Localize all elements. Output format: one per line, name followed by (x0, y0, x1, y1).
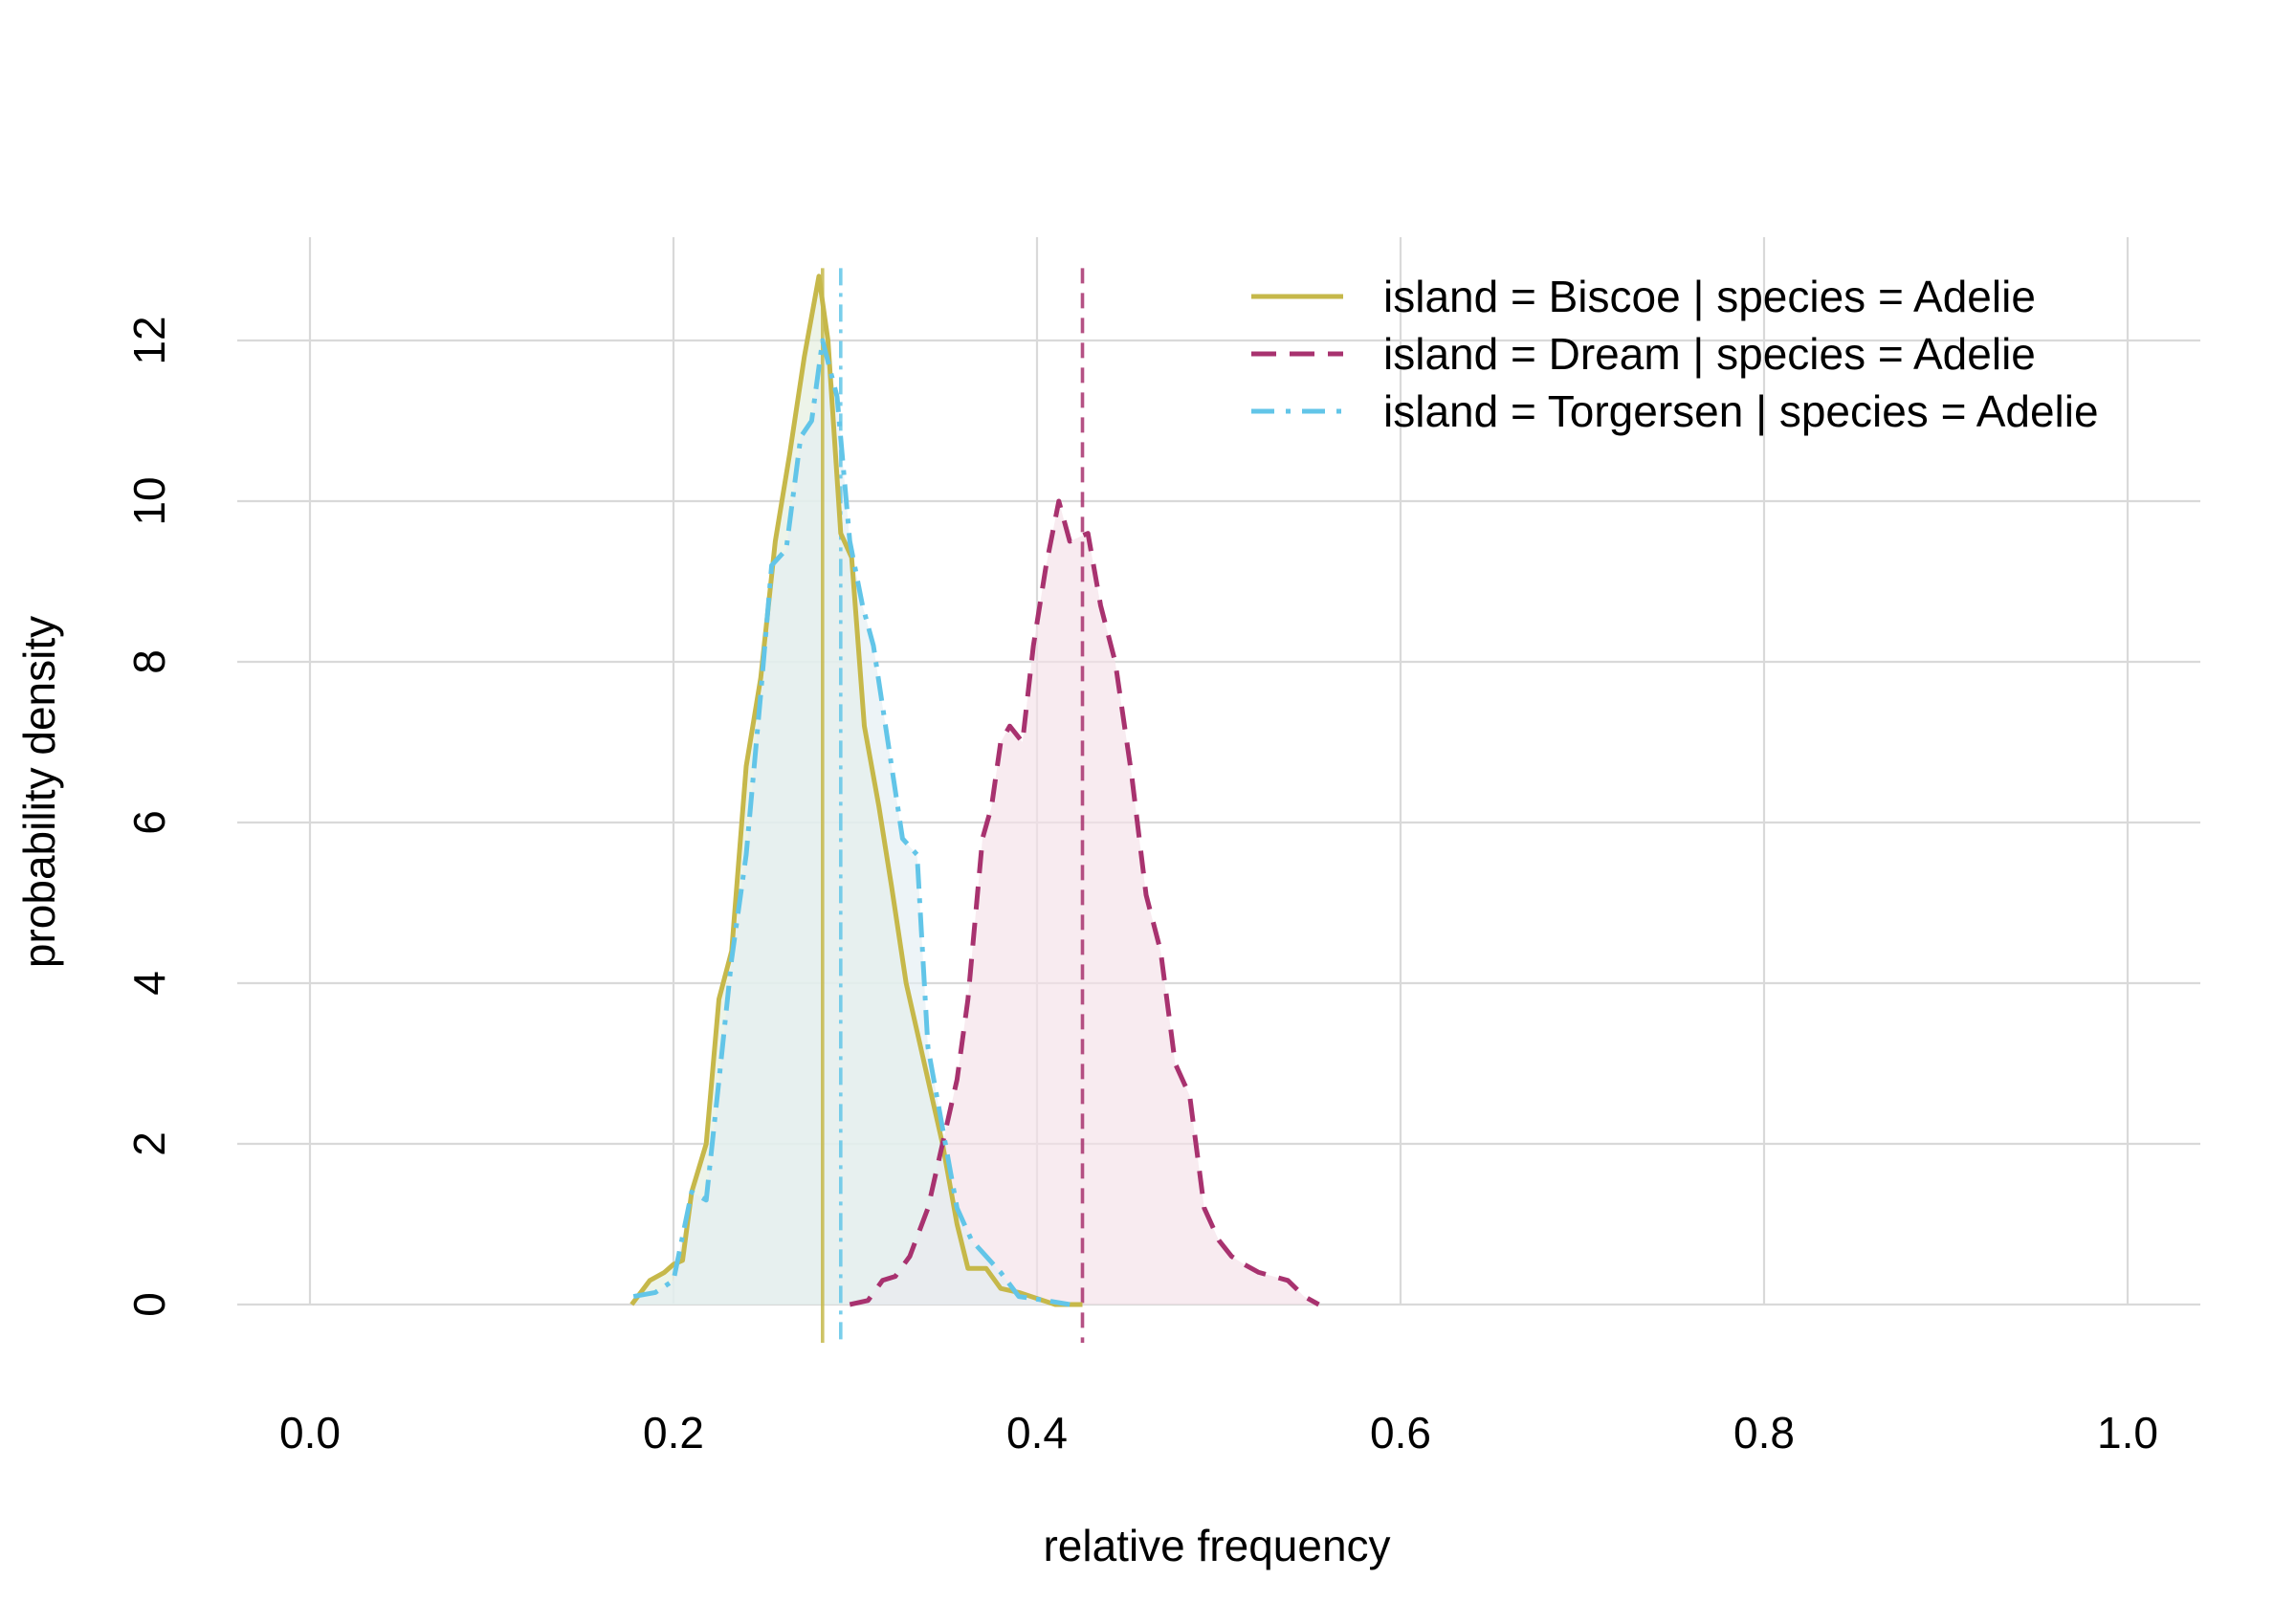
y-axis-label: probability density (14, 616, 64, 968)
mean-lines (820, 268, 1085, 1343)
y-axis-ticks: 0 2 4 6 8 10 12 (124, 316, 174, 1316)
y-tick-label-2: 4 (124, 971, 174, 996)
y-tick-label-1: 2 (124, 1131, 174, 1156)
y-tick-label-3: 6 (124, 810, 174, 835)
legend: island = Biscoe | species = Adelie island… (1251, 272, 2099, 436)
density-fill-2 (633, 340, 1071, 1305)
y-tick-label-5: 10 (124, 476, 174, 525)
x-tick-label-4: 0.8 (1733, 1408, 1795, 1458)
x-axis-ticks: 0.0 0.2 0.4 0.6 0.8 1.0 (279, 1408, 2158, 1458)
density-line-1 (849, 498, 1320, 1307)
x-axis-label: relative frequency (1043, 1521, 1390, 1570)
legend-label-2: island = Torgersen | species = Adelie (1383, 386, 2099, 436)
y-tick-label-4: 8 (124, 649, 174, 674)
legend-label-1: island = Dream | species = Adelie (1383, 329, 2036, 379)
y-tick-label-6: 12 (124, 316, 174, 364)
grid (237, 237, 2200, 1306)
density-fill-1 (850, 501, 1319, 1305)
density-lines (629, 274, 1320, 1307)
y-tick-label-0: 0 (124, 1292, 174, 1317)
legend-label-0: island = Biscoe | species = Adelie (1383, 272, 2036, 321)
x-tick-label-0: 0.0 (279, 1408, 341, 1458)
x-tick-label-1: 0.2 (643, 1408, 704, 1458)
x-tick-label-3: 0.6 (1370, 1408, 1431, 1458)
x-tick-label-5: 1.0 (2097, 1408, 2158, 1458)
density-line-2 (632, 338, 1071, 1307)
x-tick-label-2: 0.4 (1006, 1408, 1068, 1458)
density-fills (631, 275, 1319, 1305)
